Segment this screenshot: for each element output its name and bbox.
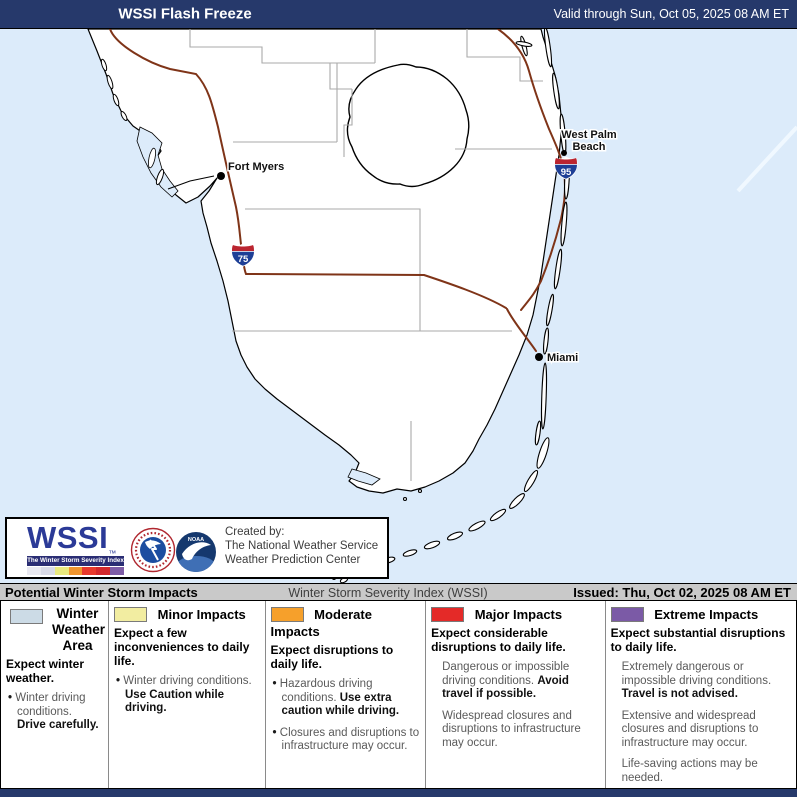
wssi-tagline: The Winter Storm Severity Index (27, 556, 124, 566)
legend-item: Extensive and widespread closures and di… (621, 709, 759, 749)
title-bar: WSSI Flash Freeze Valid through Sun, Oct… (0, 0, 797, 28)
org-line-1: The National Weather Service (225, 540, 379, 552)
legend-item: Extremely dangerous or impossible drivin… (621, 661, 772, 700)
strip-seg-3 (54, 567, 69, 575)
west-palm-beach-label-line2: Beach (572, 141, 605, 153)
legend-summary: Expect winter weather. (6, 657, 85, 685)
wssi-subtitle: Winter Storm Severity Index (WSSI) (288, 586, 488, 600)
gulf-barrier-islands (100, 58, 165, 186)
wssi-wordmark: WSSI (27, 520, 109, 555)
legend-header: Major Impacts (431, 606, 599, 623)
bottom-bar (0, 789, 797, 797)
legend-item: Winter driving conditions. Drive careful… (6, 692, 103, 733)
caloosahatchee-river (167, 175, 215, 190)
legend-title: Extreme Impacts (654, 607, 759, 622)
org-line-2: Weather Prediction Center (225, 554, 361, 566)
created-by-block: Created by: The National Weather Service… (225, 525, 378, 567)
extreme-swatch (610, 607, 644, 622)
impact-legend: Winter Weather Area Expect winter weathe… (0, 601, 797, 789)
legend-header: Winter Weather Area (6, 606, 106, 654)
fort-myers-dot (217, 172, 225, 180)
lake-okeechobee (346, 63, 470, 188)
strip-seg-1 (27, 567, 41, 575)
county-boundaries (189, 29, 552, 481)
wssi-logo: WSSI™ The Winter Storm Severity Index (27, 520, 125, 575)
florida-map: Fort Myers West Palm Beach Miami 75 95 (0, 29, 797, 584)
legend-summary: Expect disruptions to daily life. (270, 643, 394, 671)
legend-item: Hazardous driving conditions. Use extra … (271, 678, 421, 719)
fort-myers-label: Fort Myers (228, 161, 284, 173)
i95-number: 95 (561, 167, 572, 178)
legend-header: Minor Impacts (114, 606, 260, 623)
legend-column-moderate: Moderate Impacts Expect disruptions to d… (264, 601, 426, 788)
city-markers (217, 150, 567, 361)
i75-number: 75 (238, 254, 249, 265)
legend-title: Minor Impacts (157, 607, 246, 622)
legend-title: Winter Weather Area (52, 606, 106, 653)
legend-column-minor: Minor Impacts Expect a few inconvenience… (108, 601, 265, 788)
noaa-text: NOAA (188, 537, 204, 543)
attribution-box: WSSI™ The Winter Storm Severity Index NO… (5, 517, 389, 579)
legend-title: Major Impacts (474, 607, 563, 622)
issued-text: Issued: Thu, Oct 02, 2025 08 AM ET (573, 585, 791, 600)
legend-item: Widespread closures and disruptions to i… (442, 709, 581, 749)
map-area: Fort Myers West Palm Beach Miami 75 95 (0, 28, 797, 584)
charlotte-harbor (136, 126, 179, 198)
west-palm-beach-label-line1: West Palm (561, 129, 617, 141)
moderate-swatch (270, 607, 304, 622)
legend-column-winter-weather: Winter Weather Area Expect winter weathe… (1, 601, 108, 788)
strip-seg-6 (96, 567, 111, 575)
legend-header: Moderate Impacts (270, 606, 421, 640)
valid-through-text: Valid through Sun, Oct 05, 2025 08 AM ET (553, 7, 789, 21)
strip-seg-4 (68, 567, 83, 575)
strip-seg-7 (110, 567, 125, 575)
miami-label: Miami (547, 352, 578, 364)
legend-header: Extreme Impacts (610, 606, 791, 623)
road-to-miami (506, 308, 537, 352)
legend-summary: Expect a few inconveniences to daily lif… (114, 626, 250, 668)
major-swatch (431, 607, 465, 622)
ocean-streak (736, 125, 797, 193)
trademark-symbol: ™ (108, 549, 117, 558)
nws-logo-icon (130, 527, 176, 573)
city-labels: Fort Myers West Palm Beach Miami (227, 128, 619, 366)
legend-column-major: Major Impacts Expect considerable disrup… (425, 601, 604, 788)
legend-summary: Expect considerable disruptions to daily… (431, 626, 566, 654)
info-bar: Potential Winter Storm Impacts Winter St… (0, 583, 797, 601)
legend-item: Life-saving actions may be needed. (621, 758, 758, 784)
legend-summary: Expect substantial disruptions to daily … (610, 626, 786, 654)
miami-dot (535, 353, 543, 361)
legend-item: Dangerous or impossible driving conditio… (442, 661, 570, 700)
legend-item: Closures and disruptions to infrastructu… (271, 727, 421, 754)
winter-weather-swatch (10, 609, 43, 624)
strip-seg-2 (40, 567, 55, 575)
legend-title: Moderate Impacts (270, 607, 372, 639)
minor-swatch (114, 607, 147, 622)
created-by-line: Created by: (225, 526, 285, 538)
legend-item: Winter driving conditions. Use Caution w… (114, 675, 260, 716)
strip-seg-5 (82, 567, 97, 575)
legend-column-extreme: Extreme Impacts Expect substantial disru… (604, 601, 796, 788)
i75-shield-icon: 75 (231, 243, 255, 267)
wssi-severity-strip (27, 567, 125, 575)
page-title: WSSI Flash Freeze (118, 5, 252, 23)
pine-island (148, 147, 156, 169)
noaa-logo-icon: NOAA (176, 532, 216, 572)
impacts-heading: Potential Winter Storm Impacts (5, 585, 198, 600)
i75-road (109, 29, 507, 309)
whitewater-bay (347, 468, 381, 486)
west-palm-beach-dot (561, 150, 567, 156)
i95-shield-icon: 95 (554, 156, 578, 180)
